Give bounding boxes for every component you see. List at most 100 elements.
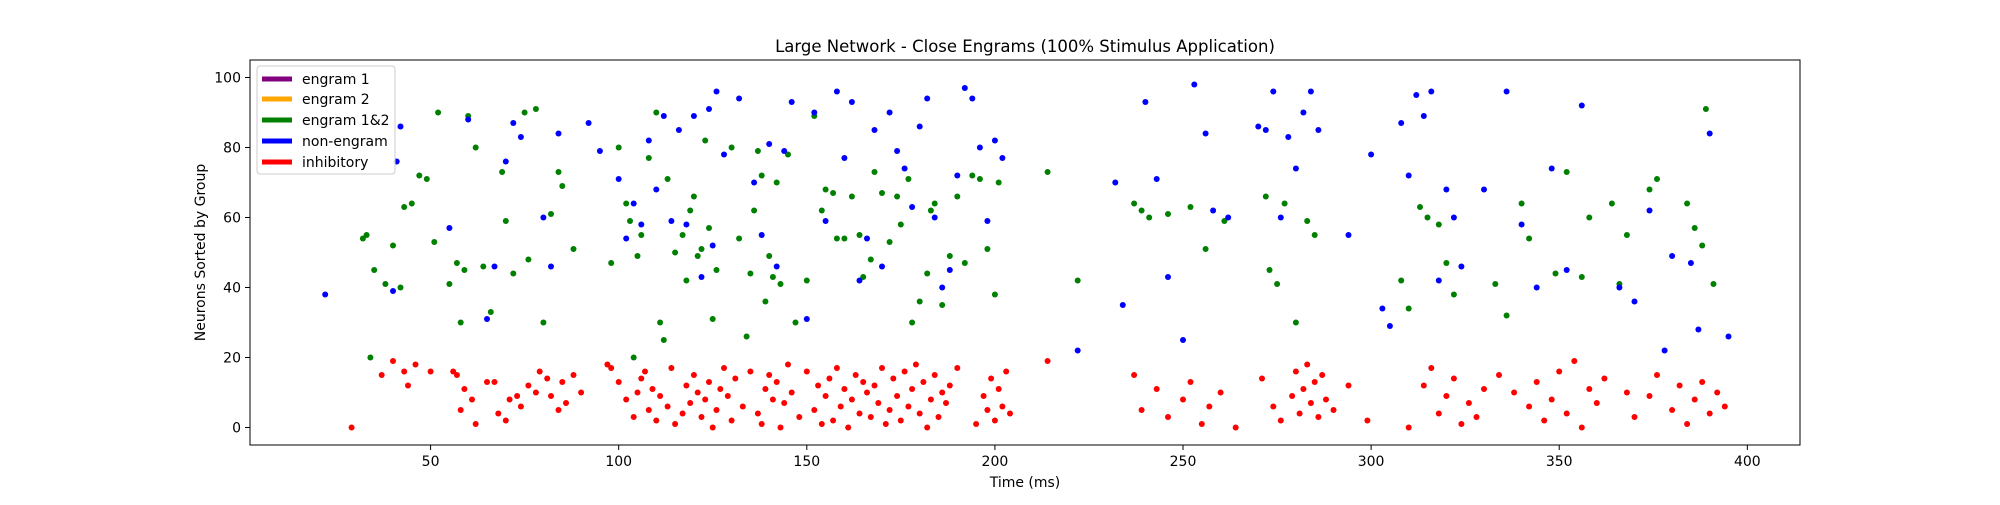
spike-point-engram-1-2 — [1450, 291, 1457, 298]
spike-point-inhibitory — [927, 396, 934, 403]
spike-point-non-engram — [446, 225, 453, 231]
spike-point-inhibitory — [1676, 382, 1683, 389]
spike-point-engram-1-2 — [487, 309, 494, 315]
spike-point-inhibitory — [548, 393, 554, 399]
spike-point-inhibitory — [1526, 403, 1533, 410]
spike-point-engram-1-2 — [954, 193, 961, 200]
spike-point-non-engram — [788, 99, 795, 105]
spike-point-non-engram — [999, 155, 1006, 161]
spike-point-inhibitory — [1450, 375, 1457, 382]
spike-point-inhibitory — [555, 407, 562, 413]
spike-point-inhibitory — [864, 389, 870, 396]
spike-point-inhibitory — [766, 372, 773, 378]
spike-point-inhibitory — [781, 400, 788, 406]
spike-point-engram-1-2 — [803, 277, 810, 284]
spike-point-engram-1-2 — [1646, 186, 1653, 193]
spike-point-inhibitory — [1323, 396, 1329, 403]
spike-point-non-engram — [555, 130, 562, 137]
spike-point-inhibitory — [653, 417, 660, 424]
spike-point-non-engram — [1398, 120, 1405, 126]
spike-point-non-engram — [517, 134, 524, 140]
spike-point-inhibitory — [514, 393, 521, 399]
spike-point-non-engram — [660, 113, 667, 119]
spike-point-engram-1-2 — [856, 232, 863, 238]
x-tick-label: 300 — [1358, 454, 1385, 470]
spike-point-non-engram — [976, 144, 983, 151]
spike-point-engram-1-2 — [1281, 200, 1288, 207]
spike-point-inhibitory — [472, 421, 479, 427]
spike-point-inhibitory — [457, 407, 464, 413]
spike-point-engram-1-2 — [758, 172, 765, 179]
spike-point-engram-1-2 — [453, 260, 460, 266]
spike-point-non-engram — [736, 95, 743, 102]
spike-point-engram-1-2 — [785, 151, 791, 158]
spike-point-non-engram — [397, 123, 404, 130]
spike-point-non-engram — [758, 232, 765, 238]
spike-point-inhibitory — [623, 396, 630, 403]
spike-point-inhibitory — [739, 403, 746, 410]
y-axis-label: Neurons Sorted by Group — [193, 164, 209, 342]
spike-point-inhibitory — [1300, 386, 1307, 392]
spike-point-engram-1-2 — [751, 207, 758, 214]
spike-point-non-engram — [1225, 214, 1232, 221]
spike-point-inhibitory — [1691, 396, 1698, 403]
spike-point-non-engram — [848, 99, 855, 105]
y-tick-label: 20 — [223, 351, 241, 367]
spike-point-non-engram — [645, 137, 652, 144]
y-tick-label: 80 — [223, 141, 241, 157]
spike-point-non-engram — [1578, 102, 1585, 109]
spike-point-engram-1-2 — [630, 354, 637, 361]
spike-point-inhibitory — [830, 417, 837, 424]
spike-point-inhibitory — [916, 410, 923, 417]
spike-point-engram-1-2 — [608, 260, 615, 266]
spike-point-non-engram — [766, 141, 773, 147]
spike-point-engram-1-2 — [879, 190, 885, 196]
spike-point-inhibitory — [894, 393, 901, 399]
spike-point-inhibitory — [578, 389, 585, 396]
spike-point-inhibitory — [984, 407, 991, 413]
x-tick-label: 250 — [1170, 454, 1197, 470]
spike-point-inhibitory — [1586, 386, 1593, 392]
spike-point-non-engram — [931, 214, 938, 221]
spike-point-inhibitory — [754, 410, 761, 417]
spike-point-inhibitory — [1443, 393, 1450, 399]
spike-point-engram-1-2 — [871, 169, 878, 175]
spike-point-engram-1-2 — [1552, 270, 1559, 277]
spike-point-engram-1-2 — [939, 302, 946, 308]
spike-point-engram-1-2 — [946, 253, 953, 259]
spike-point-non-engram — [1285, 134, 1292, 140]
spike-point-engram-1-2 — [1138, 207, 1145, 214]
spike-point-engram-1-2 — [1266, 267, 1273, 273]
spike-point-inhibitory — [728, 417, 735, 424]
spike-point-non-engram — [781, 148, 788, 154]
spike-point-engram-1-2 — [461, 267, 468, 273]
x-tick-label: 350 — [1546, 454, 1573, 470]
spike-point-non-engram — [1458, 263, 1465, 270]
spike-point-engram-1-2 — [1578, 274, 1585, 280]
spike-point-engram-1-2 — [984, 246, 991, 252]
spike-point-inhibitory — [980, 393, 987, 399]
legend-label-non-engram: non-engram — [302, 134, 388, 150]
spike-point-inhibitory — [645, 407, 652, 413]
spike-point-non-engram — [1300, 109, 1307, 116]
spike-point-non-engram — [322, 291, 329, 298]
x-axis-label: Time (ms) — [989, 475, 1061, 491]
spike-point-inhibitory — [777, 424, 784, 431]
spike-point-non-engram — [1533, 284, 1540, 291]
spike-point-engram-1-2 — [660, 337, 667, 343]
spike-point-inhibitory — [837, 403, 844, 410]
spike-point-inhibitory — [378, 372, 385, 378]
spike-point-engram-1-2 — [969, 172, 976, 179]
spike-point-non-engram — [615, 176, 622, 182]
spike-point-non-engram — [491, 263, 498, 270]
spike-point-inhibitory — [495, 410, 502, 417]
spike-point-engram-1-2 — [559, 183, 566, 189]
spike-point-inhibitory — [1292, 368, 1299, 375]
spike-point-inhibitory — [672, 421, 679, 427]
spike-point-engram-1-2 — [773, 179, 780, 186]
spike-point-engram-1-2 — [709, 316, 716, 322]
spike-point-non-engram — [548, 263, 554, 270]
spike-point-inhibitory — [1307, 400, 1314, 406]
spike-point-non-engram — [1503, 88, 1510, 95]
spike-point-non-engram — [1548, 165, 1555, 172]
